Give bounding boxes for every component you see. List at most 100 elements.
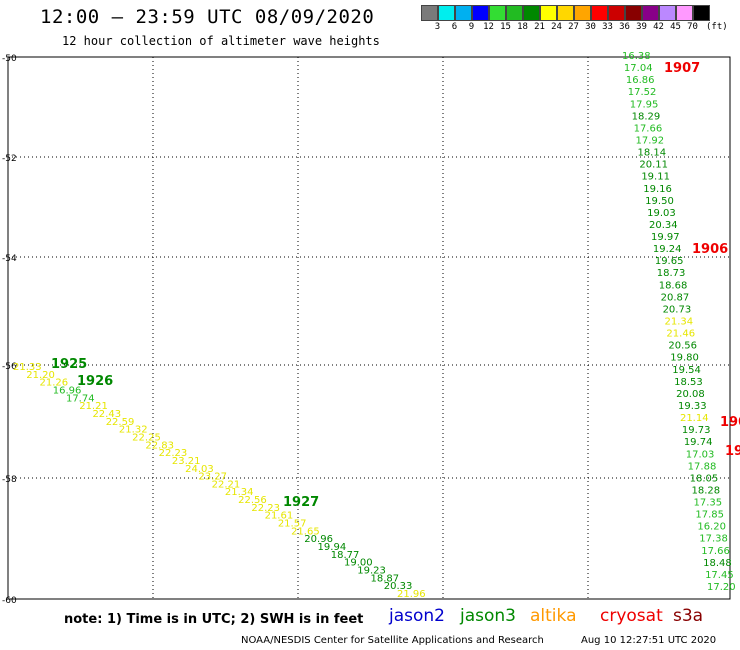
swh-value: 19.80 [670, 353, 699, 364]
pass-label: 190 [720, 415, 740, 430]
swh-value: 17.04 [624, 63, 653, 74]
scale-swatch [557, 5, 574, 21]
swh-value: 17.45 [705, 570, 734, 581]
scale-tick-label: 21 [534, 22, 545, 32]
lat-label: -52 [2, 154, 17, 164]
scale-tick-label: 42 [653, 22, 664, 32]
lat-label: -60 [2, 596, 17, 605]
swh-value: 20.56 [668, 341, 697, 352]
swh-value: 18.53 [674, 377, 703, 388]
legend-cryosat: cryosat [600, 606, 663, 626]
legend-altika: altika [530, 606, 577, 626]
swh-value: 20.34 [649, 220, 678, 231]
scale-swatch [455, 5, 472, 21]
color-scale-bar [421, 5, 710, 21]
swh-value: 24.03 [185, 464, 214, 475]
scale-swatch [506, 5, 523, 21]
swh-value: 19.23 [357, 566, 386, 577]
swh-value: 16.20 [697, 522, 726, 533]
scale-tick-label: 70 [687, 22, 698, 32]
swh-value: 18.48 [703, 558, 732, 569]
legend-jason3: jason3 [460, 606, 516, 626]
swh-value: 20.96 [304, 534, 333, 545]
swh-value: 21.46 [666, 329, 695, 340]
swh-value: 21.33 [13, 362, 42, 373]
swh-value: 19.00 [344, 558, 373, 569]
swh-value: 23.21 [172, 456, 201, 467]
lat-label: -54 [2, 254, 17, 264]
swh-value: 18.29 [632, 111, 661, 122]
swh-value: 20.73 [663, 304, 692, 315]
pass-label: 1926 [77, 374, 113, 389]
scale-tick-label: 18 [517, 22, 528, 32]
scale-tick-label: 15 [500, 22, 511, 32]
map-title: 12:00 – 23:59 UTC 08/09/2020 [40, 6, 375, 28]
swh-value: 17.20 [707, 582, 736, 593]
map-subtitle: 12 hour collection of altimeter wave hei… [62, 34, 380, 48]
swh-value: 19.50 [645, 196, 674, 207]
map-frame [7, 56, 731, 600]
pass-label: 1927 [283, 495, 319, 510]
swh-value: 21.57 [278, 519, 307, 530]
swh-value: 23.27 [198, 472, 227, 483]
swh-value: 17.38 [699, 534, 728, 545]
swh-value: 19.74 [684, 437, 713, 448]
swh-value: 17.03 [686, 449, 715, 460]
swh-value: 21.61 [265, 511, 294, 522]
lat-label: -58 [2, 475, 17, 485]
swh-value: 16.86 [626, 75, 655, 86]
swh-value: 20.87 [661, 292, 690, 303]
scale-tick-label: 33 [602, 22, 613, 32]
swh-value: 18.28 [692, 485, 721, 496]
swh-value: 18.14 [637, 148, 666, 159]
swh-value: 19.11 [641, 172, 670, 183]
swh-value: 18.68 [659, 280, 688, 291]
swh-value: 16.96 [53, 385, 82, 396]
swh-value: 19.16 [643, 184, 672, 195]
pass-label: 1925 [51, 357, 87, 372]
lat-label: -50 [2, 54, 17, 64]
swh-value: 17.66 [701, 546, 730, 557]
swh-value: 22.23 [251, 503, 280, 514]
scale-swatch [693, 5, 710, 21]
swh-value: 19.54 [672, 365, 701, 376]
swh-value: 19.65 [655, 256, 684, 267]
pass-label: 19 [725, 444, 740, 459]
scale-tick-label: 36 [619, 22, 630, 32]
swh-value: 22.21 [212, 479, 241, 490]
scale-tick-label: 6 [451, 22, 458, 32]
scale-swatch [438, 5, 455, 21]
footer-timestamp: Aug 10 12:27:51 UTC 2020 [581, 635, 717, 646]
swh-value: 21.32 [119, 425, 148, 436]
scale-tick-label: 24 [551, 22, 562, 32]
scale-swatch [574, 5, 591, 21]
color-scale-ticks: 3 6 9 12 15 18 21 24 27 30 33 36 39 42 45 70 [421, 22, 701, 32]
scale-swatch [523, 5, 540, 21]
swh-value: 17.85 [695, 510, 724, 521]
swh-value: 22.59 [106, 417, 135, 428]
note-text: note: 1) Time is in UTC; 2) SWH is in fe… [64, 612, 364, 627]
swh-value: 21.21 [79, 401, 108, 412]
swh-value: 18.77 [331, 550, 360, 561]
scale-swatch [608, 5, 625, 21]
scale-tick-label: 12 [483, 22, 494, 32]
scale-swatch [676, 5, 693, 21]
swh-value: 22.56 [238, 495, 267, 506]
scale-unit: (ft) [706, 22, 728, 32]
swh-value: 21.65 [291, 526, 320, 537]
swh-value: 17.52 [628, 87, 657, 98]
swh-value: 20.11 [639, 160, 668, 171]
swh-value: 22.23 [159, 448, 188, 459]
swh-value: 17.74 [66, 393, 95, 404]
swh-value: 16.38 [622, 51, 651, 62]
scale-tick-label: 9 [468, 22, 475, 32]
scale-swatch [642, 5, 659, 21]
scale-tick-label: 27 [568, 22, 579, 32]
swh-value: 17.66 [634, 123, 663, 134]
swh-value: 19.94 [318, 542, 347, 553]
scale-swatch [472, 5, 489, 21]
pass-label: 1906 [692, 242, 728, 257]
swh-value: 20.08 [676, 389, 705, 400]
swh-value: 19.03 [647, 208, 676, 219]
